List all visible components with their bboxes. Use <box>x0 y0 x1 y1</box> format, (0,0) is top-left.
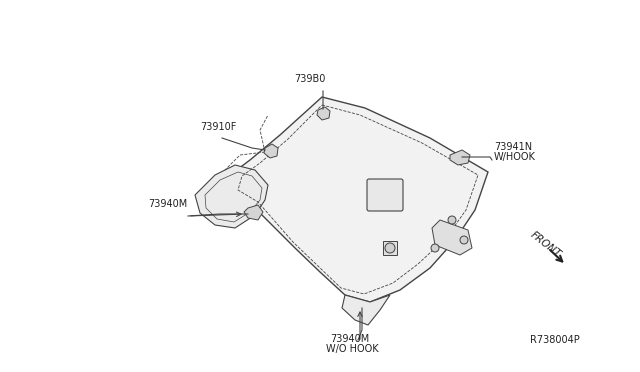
FancyBboxPatch shape <box>367 179 403 211</box>
Polygon shape <box>195 165 268 228</box>
Text: FRONT: FRONT <box>528 230 562 260</box>
Circle shape <box>448 216 456 224</box>
Text: W/O HOOK: W/O HOOK <box>326 344 379 354</box>
Circle shape <box>460 236 468 244</box>
Circle shape <box>385 243 395 253</box>
Text: 73941N: 73941N <box>494 142 532 152</box>
Text: 73910F: 73910F <box>200 122 236 132</box>
Text: 739B0: 739B0 <box>294 74 326 84</box>
Polygon shape <box>450 150 470 165</box>
Bar <box>383 241 397 255</box>
Polygon shape <box>432 220 472 255</box>
Polygon shape <box>244 205 263 220</box>
Text: W/HOOK: W/HOOK <box>494 152 536 162</box>
Polygon shape <box>225 97 488 302</box>
Text: R738004P: R738004P <box>530 335 580 345</box>
Polygon shape <box>317 107 330 120</box>
Text: 73940M: 73940M <box>148 199 188 209</box>
Text: 73940M: 73940M <box>330 334 369 344</box>
Polygon shape <box>342 295 390 325</box>
Circle shape <box>431 244 439 252</box>
Polygon shape <box>264 144 278 158</box>
